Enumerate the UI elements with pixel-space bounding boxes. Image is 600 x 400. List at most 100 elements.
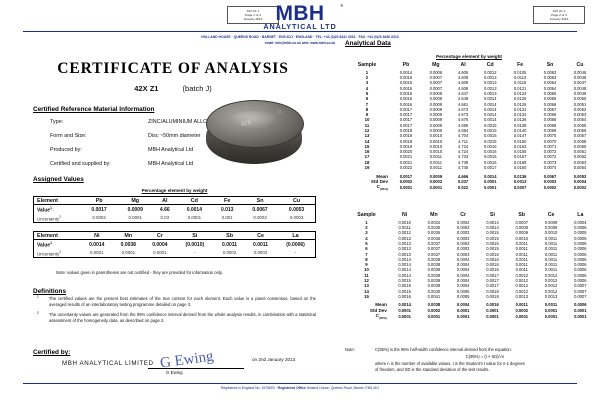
- cell: 0.0038: [120, 241, 136, 248]
- cell: 0.0008: [429, 91, 443, 96]
- disc-engraving: 42X: [240, 120, 252, 128]
- crm-label-form: Form and Size:: [50, 133, 87, 139]
- cell: 0.0014: [486, 219, 499, 225]
- definition-text: The certified values are the present bes…: [49, 296, 316, 308]
- col-header: Sb: [214, 231, 246, 241]
- cell: 0.0022: [399, 164, 413, 170]
- cell: 0.0009: [515, 230, 529, 236]
- stat-cell: 0.0003: [543, 178, 557, 184]
- page-box-left-code: 42X Z1 J: [246, 8, 260, 13]
- sample-number: 2: [365, 75, 369, 81]
- col-header: Si: [175, 231, 215, 241]
- signature-line: [148, 368, 244, 369]
- cell: 0.0016: [483, 149, 497, 155]
- stat-cell: 0.0014: [483, 173, 497, 179]
- table-row: 10 0.0014 0.0038 0.0004 0.0016 0.0011 0.0011 0.…: [343, 267, 595, 272]
- cell: 0.0009: [429, 127, 443, 133]
- alloy-disc-photo: 42X Z1: [200, 96, 308, 174]
- cell: 4.684: [457, 127, 469, 133]
- cell: 0.0016: [399, 96, 413, 102]
- cell: 0.0005: [574, 241, 587, 246]
- cell: 0.0134: [513, 112, 527, 118]
- stat-cell: 0.0002: [515, 307, 529, 313]
- col-header: Al: [460, 62, 466, 69]
- stat-cell: 0.0001: [398, 307, 411, 313]
- cell: 0.0013: [515, 293, 529, 299]
- assigned-values-heading: Assigned Values: [33, 176, 84, 183]
- page-title: CERTIFICATE OF ANALYSIS: [57, 60, 289, 77]
- table-row: Value1 0.0017 0.0009 4.66 0.0014 0.013 0…: [34, 205, 316, 214]
- cell: 0.0013: [544, 293, 558, 299]
- analytical-table-2: Sample Ni Mn Cr Si Sb Ce La 1 0.0010 0.003…: [343, 212, 595, 320]
- sample-number: 9: [365, 262, 368, 268]
- table-row: 13 0.0018 0.0010 4.704 0.0015 0.0147 0.0070 0.0…: [343, 133, 595, 138]
- cell: 0.0055: [573, 122, 587, 128]
- cell: 0.0008: [429, 96, 443, 102]
- cell: 0.0011: [515, 256, 528, 262]
- cell: 4.724: [457, 143, 469, 149]
- cell: 0.0012: [544, 277, 558, 283]
- table-row: 1 0.0010 0.0034 0.0002 0.0014 0.0007 0.0009 0.0…: [343, 220, 595, 225]
- stat-cell: 0.0001: [429, 185, 443, 191]
- cell: 0.0011: [429, 164, 442, 170]
- table-row: 4 0.0016 0.0007 4.609 0.0013 0.0121 0.0064 0.00…: [343, 86, 595, 91]
- cell: 0.0040: [427, 288, 441, 294]
- stat-cell: 0.0002: [399, 178, 413, 184]
- table-row: 5 0.0016 0.0008 4.647 0.0013 0.0124 0.0065 0.00…: [343, 91, 595, 96]
- cell: 0.0073: [543, 159, 557, 165]
- stat-cell: 0.0017: [399, 173, 413, 179]
- col-header: Ce: [245, 231, 277, 241]
- table-row: 14 0.0015 0.0040 0.0005 0.0018 0.0012 0.0012 0.…: [343, 288, 595, 294]
- cell: 0.0066: [543, 101, 557, 107]
- footer-registration: Registered in England No. 1575603 · Regi…: [0, 386, 600, 390]
- definition-number: 1: [37, 295, 39, 299]
- crm-value-certified: MBH Analytical Ltd: [148, 161, 194, 167]
- cell: 4.605: [457, 69, 469, 75]
- table-row: 2 0.0015 0.0007 4.608 0.0013 0.0112 0.0063 0.00…: [343, 75, 595, 80]
- col-header: Al: [153, 196, 177, 206]
- cell: 0.0004: [456, 256, 470, 262]
- cell: 0.0017: [399, 112, 413, 118]
- cell: 0.0003: [456, 225, 470, 231]
- cell: 4.673: [457, 106, 469, 112]
- cell: 0.0015: [486, 235, 499, 241]
- col-header: Cu: [576, 62, 584, 69]
- certified-by-heading: Certified by:: [33, 349, 71, 356]
- col-header: Cr: [460, 212, 467, 219]
- cell: 0.0009: [544, 219, 558, 225]
- cell: 0.0009: [429, 112, 443, 118]
- stat-row: C(95%) 0.0001 0.0001 0.022 0.0001 0.0007 0.000…: [343, 184, 595, 191]
- cell: 0.0052: [573, 106, 587, 112]
- cell: 0.0071: [543, 143, 557, 149]
- cell: 0.0037: [427, 246, 441, 252]
- cell: 4.724: [457, 149, 469, 155]
- cell: 0.0005: [574, 230, 587, 236]
- sample-number: 15: [364, 293, 369, 299]
- stat-cell: 0.0001: [398, 313, 411, 319]
- stat-cell: 0.0001: [399, 185, 413, 191]
- cell: 0.0013: [483, 91, 497, 96]
- cell: 0.0001: [153, 250, 167, 256]
- page-box-right: 42X Z1 J Page 2 of 4 January 2013: [533, 6, 585, 24]
- cell: 4.745: [457, 164, 469, 170]
- cell: 0.001: [221, 215, 233, 221]
- col-header: Mg: [432, 62, 440, 69]
- cell: 0.0136: [513, 117, 527, 123]
- cell: 0.0064: [543, 85, 557, 91]
- cell: 0.0011: [222, 241, 238, 248]
- cell: 0.0018: [399, 127, 413, 133]
- stat-cell: 0.0001: [483, 185, 497, 191]
- cell: 0.0009: [127, 206, 143, 213]
- cell: 0.0011: [544, 235, 558, 241]
- stat-cell: 0.022: [457, 185, 469, 191]
- table-row: 2 0.0011 0.0035 0.0003 0.0014 0.0008 0.0009 0.0…: [343, 225, 595, 230]
- stat-cell: 0.0006: [574, 302, 587, 308]
- cell: 0.0016: [486, 262, 499, 268]
- cell: 0.0003: [289, 215, 304, 221]
- cell: 0.0002: [92, 215, 106, 221]
- cell: 0.0014: [483, 106, 497, 112]
- cell: 0.0039: [427, 277, 441, 283]
- row-label-text: Value: [37, 207, 51, 214]
- row-label: Uncertainty2: [37, 249, 61, 257]
- stat-label: C(95%): [376, 184, 388, 191]
